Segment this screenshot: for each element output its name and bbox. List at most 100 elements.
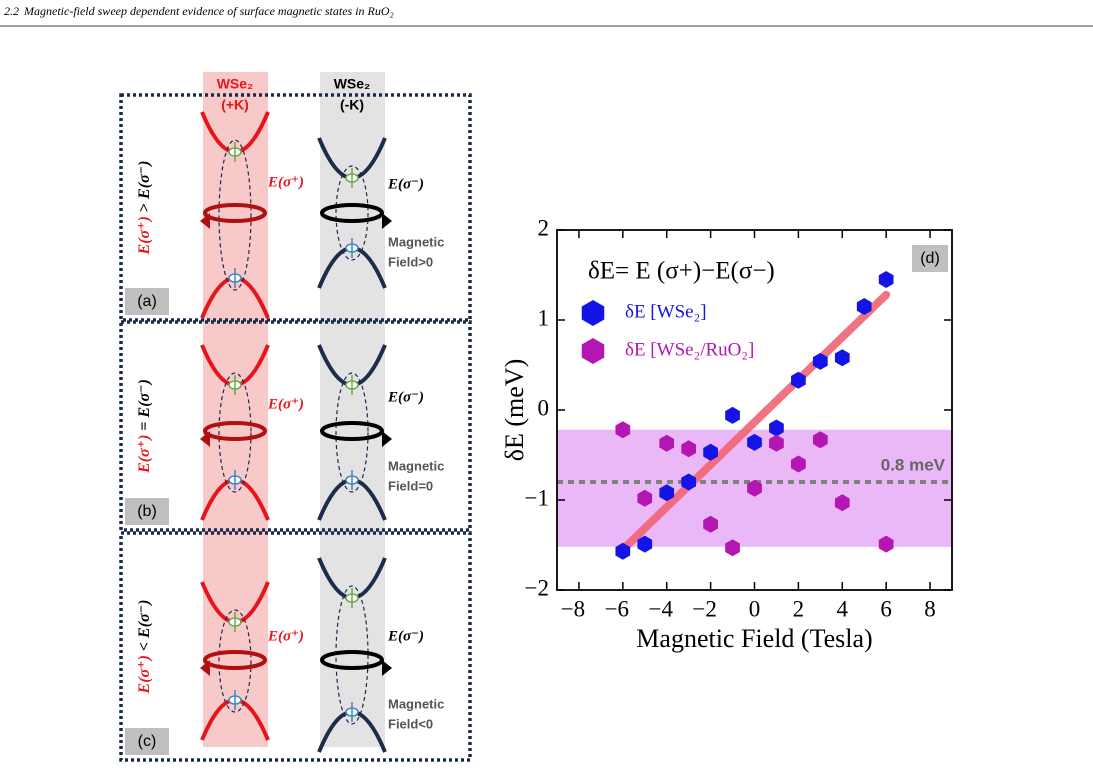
panel-label-box [125, 288, 169, 315]
exciton-outline [218, 139, 252, 291]
transition-plus: E(σ⁺) [267, 628, 304, 644]
transition-plus: E(σ⁺) [267, 396, 304, 412]
sigma-plus-loop [203, 203, 267, 223]
point [769, 434, 784, 452]
y-tick-label: −2 [525, 575, 549, 600]
sigma-plus-loop [203, 421, 267, 441]
condition: E(σ⁺) > E(σ⁻) [136, 161, 153, 256]
fit-line [618, 290, 891, 554]
x-tick-label: −6 [605, 596, 629, 621]
y-tick-label: 2 [538, 215, 550, 240]
condition: E(σ⁺) < E(σ⁻) [136, 600, 153, 695]
point [878, 271, 894, 288]
sigma-minus-head [382, 213, 392, 229]
point [681, 440, 697, 458]
transition-minus: E(σ⁻) [387, 389, 424, 405]
panel-frame [119, 320, 472, 532]
exciton-outline [218, 609, 252, 713]
x-tick-label: 0 [749, 596, 761, 621]
field-line: Magnetic [388, 458, 444, 473]
x-tick-label: 6 [880, 596, 892, 621]
point [659, 434, 675, 452]
panel-label-box [125, 498, 169, 525]
panel-label-box [125, 728, 169, 755]
k-plus-strip [203, 72, 268, 747]
point [791, 455, 806, 473]
panel-frame [119, 93, 472, 322]
diagram: WSe₂ (+K) WSe₂ (-K) E(σ⁺) E(σ⁻) Magnetic Field>… [119, 72, 472, 762]
field-line: Field>0 [388, 254, 433, 269]
reference-label: 0.8 meV [881, 455, 946, 474]
section-title: Magnetic-field sweep dependent evidence … [23, 4, 394, 18]
point [878, 535, 894, 553]
point [747, 479, 762, 497]
column-valley: (+K) [221, 97, 249, 113]
y-tick-label: 1 [538, 305, 550, 330]
column-material: WSe₂ [334, 76, 371, 92]
x-tick-label: −8 [561, 596, 585, 621]
y-axis-title: δE (meV) [500, 359, 529, 462]
point [637, 535, 653, 553]
x-tick-label: 2 [793, 596, 805, 621]
legend-swatch [581, 338, 605, 364]
point [769, 419, 784, 437]
condition-left: E(σ⁺) [136, 655, 153, 694]
point [725, 406, 740, 424]
point [703, 515, 718, 533]
condition: E(σ⁺) = E(σ⁻) [136, 379, 153, 474]
point [615, 542, 631, 560]
sigma-minus-head [382, 431, 392, 447]
sigma-minus-head [382, 660, 392, 676]
point [834, 349, 850, 367]
condition-relation: > [136, 199, 153, 216]
sigma-plus-head [200, 660, 210, 676]
legend-label: δE [WSe₂] [625, 301, 707, 322]
point [747, 433, 762, 451]
x-tick-label: 4 [837, 596, 849, 621]
point [615, 421, 631, 439]
condition-relation: = [136, 417, 153, 434]
point [856, 298, 872, 315]
chart: 0.8 meV −8 −6 −4 −2 0 2 4 6 8 −2 −1 0 1 2 Magnetic Fiel… [500, 215, 953, 653]
equation: δE= E (σ+)−E(σ−) [588, 258, 775, 285]
point [725, 539, 740, 557]
sigma-plus-head [200, 431, 210, 447]
point [659, 484, 675, 502]
field-line: Magnetic [388, 696, 444, 711]
condition-relation: < [136, 638, 153, 655]
x-axis-title: Magnetic Field (Tesla) [636, 624, 872, 653]
panel-label: (b) [137, 503, 157, 520]
point [637, 489, 653, 507]
condition-right: E(σ⁻) [136, 379, 153, 418]
legend-label: δE [WSe₂/RuO₂] [625, 339, 754, 360]
panel-label: (d) [920, 250, 940, 267]
x-tick-label: 8 [924, 596, 936, 621]
y-tick-label: 0 [538, 395, 550, 420]
field-line: Magnetic [388, 234, 444, 249]
point [791, 371, 806, 389]
legend-swatch [581, 300, 605, 326]
point [812, 431, 828, 449]
exciton-outline [335, 165, 369, 261]
condition-left: E(σ⁺) [136, 216, 153, 255]
field-line: Field=0 [388, 478, 433, 493]
panel-label: (c) [138, 733, 157, 750]
field-line: Field<0 [388, 716, 433, 731]
column-material: WSe₂ [217, 76, 254, 92]
exciton-outline [335, 372, 369, 493]
section-number: 2.2 [4, 4, 19, 18]
point [681, 473, 697, 491]
panel-label: (a) [137, 293, 157, 310]
condition-left: E(σ⁺) [136, 435, 153, 474]
sigma-plus-head [200, 213, 210, 229]
transition-minus: E(σ⁻) [387, 176, 424, 192]
point [703, 443, 718, 461]
condition-right: E(σ⁻) [136, 600, 153, 639]
panel-label-box [912, 245, 948, 272]
x-tick-label: −4 [648, 596, 673, 621]
exciton-outline [218, 372, 252, 493]
panel-frame [119, 531, 472, 762]
y-tick-label: −1 [525, 485, 549, 510]
x-tick-label: −2 [692, 596, 716, 621]
